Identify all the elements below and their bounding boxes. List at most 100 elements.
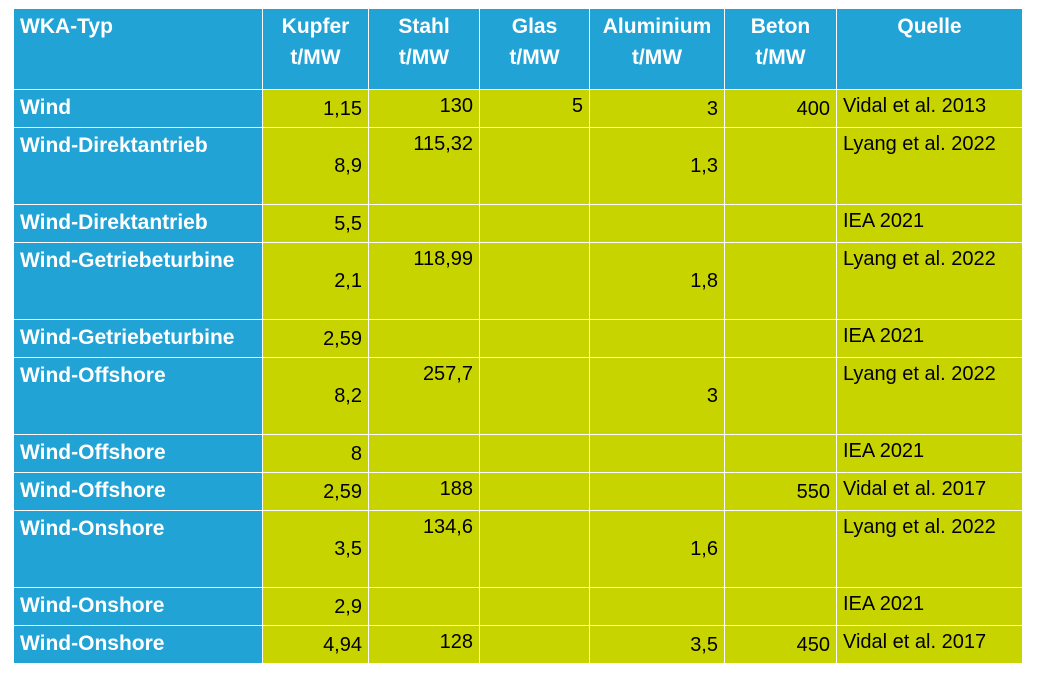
- table-row: Wind-Offshore 8 IEA 2021: [13, 434, 1023, 473]
- table-row: Wind-Direktantrieb 8,9 115,32 1,3 Lyang …: [13, 127, 1023, 205]
- cell-quelle: Lyang et al. 2022: [836, 510, 1023, 588]
- header-row: WKA-Typ Kupfer t/MW Stahl t/MW Glas t/MW…: [13, 8, 1023, 90]
- table-row: Wind-Offshore 2,59 188 550 Vidal et al. …: [13, 472, 1023, 511]
- cell-aluminium: 3,5: [589, 625, 725, 664]
- row-type-label: Wind-Getriebeturbine: [13, 319, 263, 358]
- cell-glas: [479, 204, 590, 243]
- cell-glas: [479, 127, 590, 205]
- table-header: WKA-Typ Kupfer t/MW Stahl t/MW Glas t/MW…: [13, 8, 1023, 90]
- cell-beton: [724, 242, 837, 320]
- cell-kupfer: 8,9: [262, 127, 369, 205]
- cell-kupfer: 5,5: [262, 204, 369, 243]
- cell-quelle: Lyang et al. 2022: [836, 127, 1023, 205]
- cell-quelle: Lyang et al. 2022: [836, 357, 1023, 435]
- cell-glas: [479, 625, 590, 664]
- row-type-label: Wind-Getriebeturbine: [13, 242, 263, 320]
- cell-aluminium: 3: [589, 89, 725, 128]
- cell-stahl: [368, 319, 480, 358]
- cell-kupfer: 2,1: [262, 242, 369, 320]
- cell-quelle: IEA 2021: [836, 587, 1023, 626]
- cell-kupfer: 2,59: [262, 472, 369, 511]
- table-row: Wind-Onshore 4,94 128 3,5 450 Vidal et a…: [13, 625, 1023, 664]
- cell-beton: [724, 127, 837, 205]
- header-stahl: Stahl t/MW: [368, 8, 480, 90]
- table-row: Wind-Getriebeturbine 2,59 IEA 2021: [13, 319, 1023, 358]
- cell-aluminium: [589, 319, 725, 358]
- cell-aluminium: 1,6: [589, 510, 725, 588]
- row-type-label: Wind-Offshore: [13, 434, 263, 473]
- cell-glas: [479, 357, 590, 435]
- cell-glas: [479, 510, 590, 588]
- cell-aluminium: 3: [589, 357, 725, 435]
- cell-glas: 5: [479, 89, 590, 128]
- cell-kupfer: 4,94: [262, 625, 369, 664]
- cell-stahl: [368, 204, 480, 243]
- cell-stahl: 257,7: [368, 357, 480, 435]
- table-row: Wind 1,15 130 5 3 400 Vidal et al. 2013: [13, 89, 1023, 128]
- cell-beton: [724, 204, 837, 243]
- table-row: Wind-Offshore 8,2 257,7 3 Lyang et al. 2…: [13, 357, 1023, 435]
- row-type-label: Wind-Direktantrieb: [13, 204, 263, 243]
- cell-kupfer: 2,9: [262, 587, 369, 626]
- cell-glas: [479, 242, 590, 320]
- cell-beton: [724, 319, 837, 358]
- row-type-label: Wind-Offshore: [13, 472, 263, 511]
- header-wka-typ: WKA-Typ: [13, 8, 263, 90]
- cell-aluminium: 1,8: [589, 242, 725, 320]
- row-type-label: Wind-Direktantrieb: [13, 127, 263, 205]
- cell-beton: [724, 434, 837, 473]
- cell-quelle: IEA 2021: [836, 319, 1023, 358]
- cell-stahl: 188: [368, 472, 480, 511]
- cell-stahl: [368, 434, 480, 473]
- cell-stahl: 115,32: [368, 127, 480, 205]
- header-glas: Glas t/MW: [479, 8, 590, 90]
- cell-aluminium: [589, 587, 725, 626]
- cell-beton: 450: [724, 625, 837, 664]
- materials-table-container: WKA-Typ Kupfer t/MW Stahl t/MW Glas t/MW…: [13, 8, 1023, 664]
- cell-glas: [479, 319, 590, 358]
- row-type-label: Wind-Onshore: [13, 587, 263, 626]
- cell-quelle: IEA 2021: [836, 434, 1023, 473]
- cell-quelle: Lyang et al. 2022: [836, 242, 1023, 320]
- row-type-label: Wind: [13, 89, 263, 128]
- cell-quelle: Vidal et al. 2017: [836, 625, 1023, 664]
- cell-aluminium: [589, 204, 725, 243]
- header-quelle: Quelle: [836, 8, 1023, 90]
- cell-quelle: Vidal et al. 2017: [836, 472, 1023, 511]
- row-type-label: Wind-Offshore: [13, 357, 263, 435]
- cell-kupfer: 3,5: [262, 510, 369, 588]
- cell-aluminium: [589, 472, 725, 511]
- cell-glas: [479, 472, 590, 511]
- table-row: Wind-Onshore 3,5 134,6 1,6 Lyang et al. …: [13, 510, 1023, 588]
- table-row: Wind-Direktantrieb 5,5 IEA 2021: [13, 204, 1023, 243]
- header-kupfer: Kupfer t/MW: [262, 8, 369, 90]
- cell-stahl: 134,6: [368, 510, 480, 588]
- cell-glas: [479, 587, 590, 626]
- cell-kupfer: 8: [262, 434, 369, 473]
- cell-kupfer: 1,15: [262, 89, 369, 128]
- cell-aluminium: 1,3: [589, 127, 725, 205]
- row-type-label: Wind-Onshore: [13, 510, 263, 588]
- cell-beton: 400: [724, 89, 837, 128]
- header-beton: Beton t/MW: [724, 8, 837, 90]
- header-aluminium: Aluminium t/MW: [589, 8, 725, 90]
- cell-beton: [724, 357, 837, 435]
- cell-stahl: 118,99: [368, 242, 480, 320]
- table-body: Wind 1,15 130 5 3 400 Vidal et al. 2013 …: [13, 89, 1023, 664]
- cell-kupfer: 2,59: [262, 319, 369, 358]
- table-row: Wind-Onshore 2,9 IEA 2021: [13, 587, 1023, 626]
- cell-kupfer: 8,2: [262, 357, 369, 435]
- cell-aluminium: [589, 434, 725, 473]
- cell-beton: [724, 587, 837, 626]
- cell-quelle: Vidal et al. 2013: [836, 89, 1023, 128]
- cell-quelle: IEA 2021: [836, 204, 1023, 243]
- materials-table: WKA-Typ Kupfer t/MW Stahl t/MW Glas t/MW…: [13, 8, 1023, 664]
- table-row: Wind-Getriebeturbine 2,1 118,99 1,8 Lyan…: [13, 242, 1023, 320]
- cell-stahl: 128: [368, 625, 480, 664]
- cell-glas: [479, 434, 590, 473]
- cell-stahl: [368, 587, 480, 626]
- cell-beton: 550: [724, 472, 837, 511]
- row-type-label: Wind-Onshore: [13, 625, 263, 664]
- cell-beton: [724, 510, 837, 588]
- cell-stahl: 130: [368, 89, 480, 128]
